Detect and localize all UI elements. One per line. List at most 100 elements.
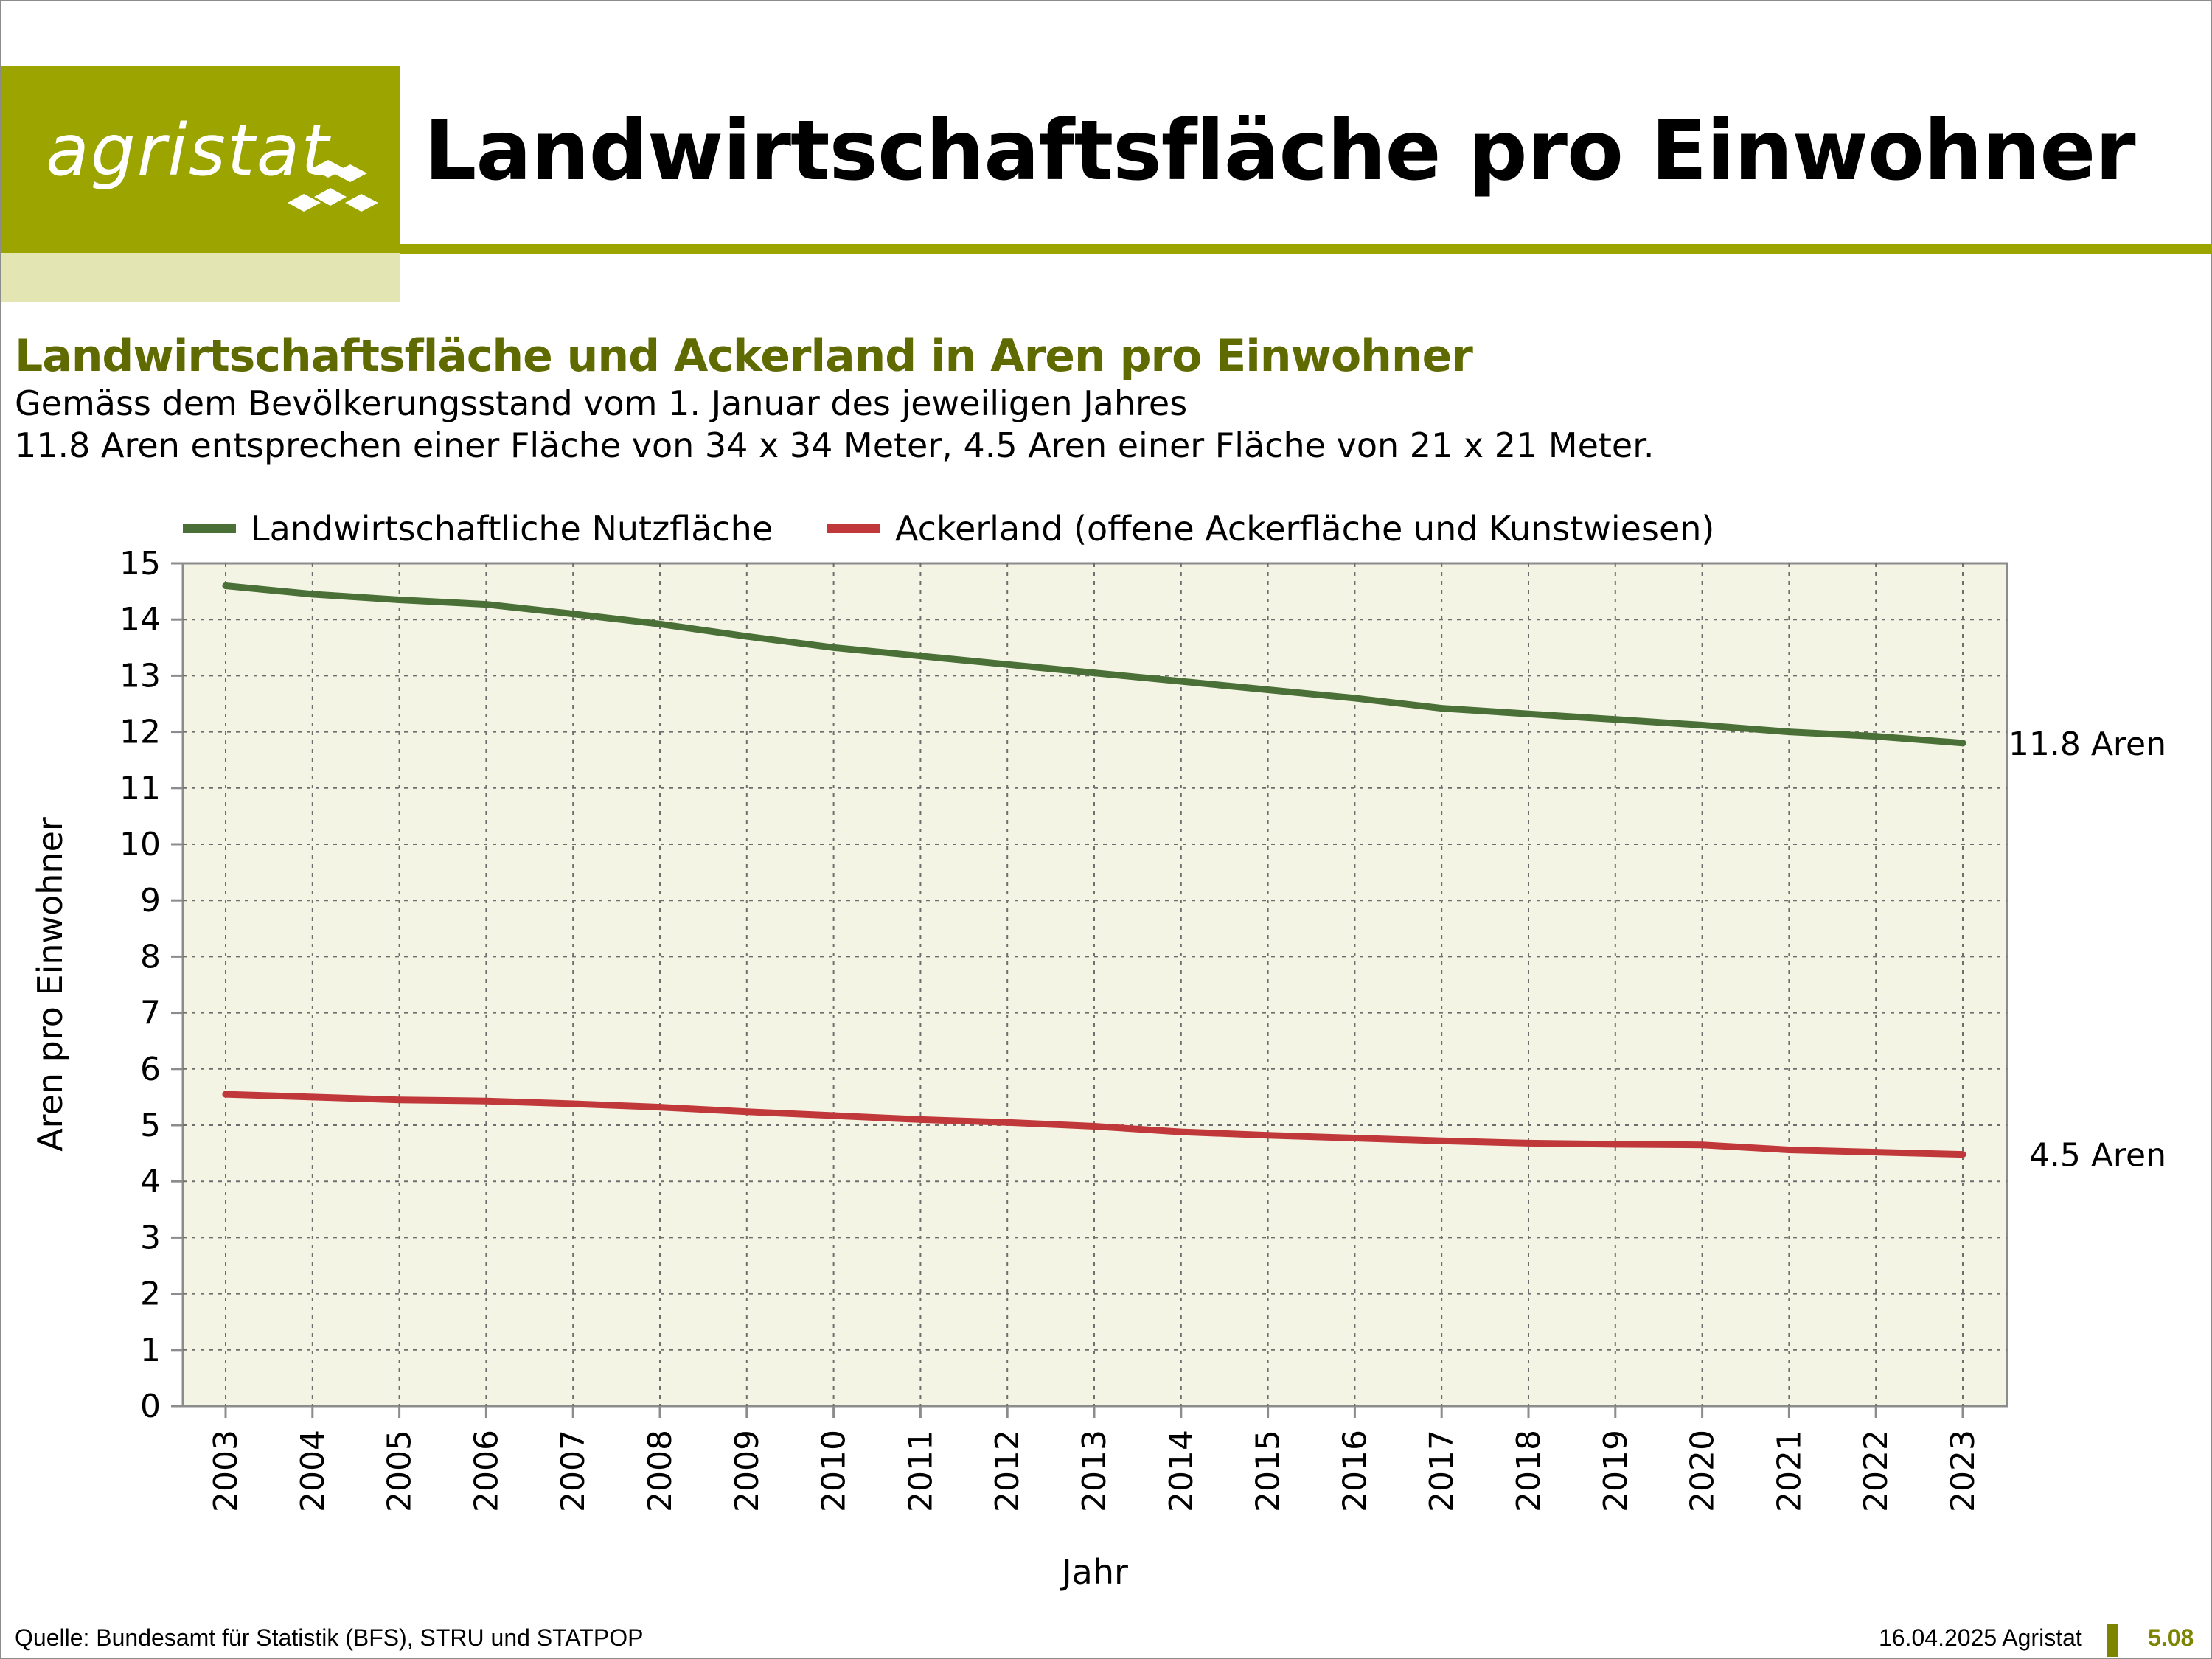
- x-tick-label: 2007: [554, 1430, 592, 1512]
- x-tick-label: 2021: [1770, 1430, 1808, 1512]
- y-tick-label: 10: [119, 826, 161, 863]
- x-tick-label: 2018: [1510, 1430, 1548, 1512]
- data-point: [656, 1104, 664, 1111]
- data-point: [1265, 1132, 1272, 1139]
- data-point: [1785, 1147, 1792, 1154]
- y-tick-label: 14: [119, 601, 161, 639]
- data-point: [309, 1093, 316, 1101]
- y-tick-label: 12: [119, 714, 161, 751]
- data-point: [396, 1096, 403, 1104]
- legend-label-ackerland: Ackerland (offene Ackerfläche und Kunstw…: [895, 509, 1715, 549]
- data-point: [1265, 686, 1272, 693]
- data-point: [222, 1091, 229, 1098]
- x-tick-label: 2003: [207, 1430, 245, 1512]
- footer-divider: [2107, 1624, 2118, 1657]
- data-point: [917, 1116, 924, 1123]
- logo-accent-strip: [1, 253, 400, 302]
- x-tick-label: 2005: [381, 1430, 419, 1512]
- data-point: [1438, 705, 1445, 712]
- data-point: [1525, 710, 1532, 717]
- legend-item-nutzflaeche: Landwirtschaftliche Nutzfläche: [183, 509, 773, 549]
- y-tick-label: 9: [140, 882, 161, 919]
- data-point: [222, 582, 229, 589]
- data-point: [1525, 1139, 1532, 1147]
- data-point: [1178, 678, 1185, 685]
- y-tick-label: 15: [119, 545, 161, 582]
- y-tick-label: 7: [140, 995, 161, 1032]
- data-point: [1004, 661, 1011, 668]
- data-point: [1178, 1128, 1185, 1135]
- page-number: 5.08: [2148, 1624, 2194, 1651]
- x-tick-label: 2011: [902, 1430, 939, 1512]
- chart-note-2: 11.8 Aren entsprechen einer Fläche von 3…: [15, 425, 1655, 465]
- data-point: [743, 1108, 751, 1116]
- data-point: [917, 653, 924, 660]
- series-lines: 11.8 Aren 4.5 Aren: [222, 582, 2166, 1175]
- y-axis-label: Aren pro Einwohner: [30, 817, 70, 1152]
- legend-swatch-green: [183, 524, 236, 533]
- y-tick-label: 11: [119, 770, 161, 807]
- data-point: [1351, 695, 1358, 702]
- y-tick-label: 8: [140, 938, 161, 975]
- data-point: [1438, 1137, 1445, 1144]
- legend-swatch-red: [827, 524, 880, 533]
- header-rule: [400, 244, 2212, 254]
- data-point: [1872, 733, 1879, 740]
- x-tick-label: 2022: [1857, 1430, 1895, 1512]
- grid-lines: [183, 563, 2007, 1406]
- x-axis-ticks: 2003 2004 2005 2006 2007 2008 2009 2010 2011 2012…: [207, 1406, 1982, 1512]
- chart-note-1: Gemäss dem Bevölkerungsstand vom 1. Janu…: [15, 383, 1188, 423]
- x-tick-label: 2010: [815, 1430, 853, 1512]
- logo-text: agristat: [46, 109, 331, 192]
- data-point: [1959, 1151, 1966, 1158]
- data-point: [1959, 740, 1966, 747]
- y-tick-label: 3: [140, 1219, 161, 1256]
- y-tick-label: 1: [140, 1332, 161, 1369]
- y-tick-label: 5: [140, 1107, 161, 1144]
- x-tick-label: 2004: [294, 1430, 332, 1512]
- x-tick-label: 2009: [728, 1430, 766, 1512]
- data-point: [1699, 721, 1706, 728]
- end-label: 11.8 Aren: [2008, 726, 2166, 763]
- legend-item-ackerland: Ackerland (offene Ackerfläche und Kunstw…: [827, 509, 1714, 549]
- chart-subtitle: Landwirtschaftsfläche und Ackerland in A…: [15, 330, 1473, 382]
- data-point: [1612, 716, 1619, 723]
- x-tick-label: 2008: [641, 1430, 679, 1512]
- y-tick-label: 13: [119, 657, 161, 695]
- footer-date: 16.04.2025 Agristat: [1879, 1624, 2082, 1651]
- x-tick-label: 2017: [1423, 1430, 1461, 1512]
- agristat-logo: [1, 66, 400, 253]
- data-point: [482, 601, 490, 608]
- legend-label-nutzflaeche: Landwirtschaftliche Nutzfläche: [251, 509, 773, 549]
- data-point: [1004, 1119, 1011, 1126]
- x-tick-label: 2014: [1163, 1430, 1200, 1512]
- data-point: [1612, 1141, 1619, 1148]
- x-tick-label: 2013: [1076, 1430, 1113, 1512]
- data-point: [1091, 1123, 1098, 1130]
- end-label: 4.5 Aren: [2029, 1137, 2166, 1175]
- y-tick-label: 0: [140, 1388, 161, 1425]
- data-point: [1785, 728, 1792, 736]
- data-point: [1091, 669, 1098, 677]
- x-tick-label: 2015: [1250, 1430, 1287, 1512]
- data-point: [569, 611, 577, 618]
- x-axis-label: Jahr: [1060, 1552, 1128, 1592]
- y-tick-label: 6: [140, 1051, 161, 1088]
- x-tick-label: 2012: [989, 1430, 1026, 1512]
- data-point: [743, 633, 751, 640]
- data-point: [830, 1112, 838, 1119]
- data-point: [1872, 1149, 1879, 1156]
- data-point: [309, 591, 316, 598]
- y-tick-label: 2: [140, 1276, 161, 1313]
- data-point: [482, 1097, 490, 1105]
- data-point: [830, 644, 838, 651]
- x-tick-label: 2019: [1597, 1430, 1635, 1512]
- data-point: [1351, 1135, 1358, 1142]
- x-tick-label: 2006: [467, 1430, 505, 1512]
- data-point: [569, 1100, 577, 1107]
- footer-source: Quelle: Bundesamt für Statistik (BFS), S…: [15, 1624, 644, 1651]
- x-tick-label: 2016: [1336, 1430, 1374, 1512]
